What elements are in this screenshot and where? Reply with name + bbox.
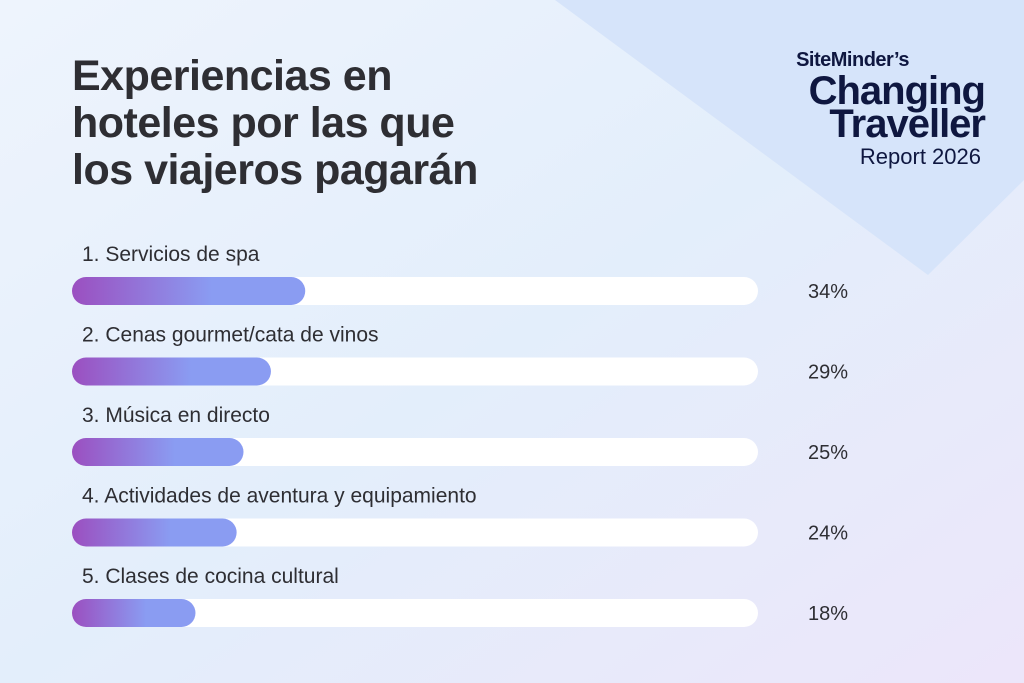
category-label: 5. Clases de cocina cultural	[82, 565, 339, 588]
value-label: 29%	[808, 362, 848, 384]
category-label: 3. Música en directo	[82, 404, 270, 427]
brand-line: SiteMinder’s	[796, 49, 909, 71]
brand-line: Report 2026	[860, 144, 981, 169]
bar-track	[72, 599, 758, 627]
bar	[72, 357, 271, 386]
brand-line: Changing	[809, 69, 985, 113]
brand-line: Traveller	[829, 102, 985, 146]
bar-track	[72, 518, 758, 547]
value-label: 18%	[808, 603, 848, 625]
bar	[72, 438, 244, 466]
category-label: 1. Servicios de spa	[82, 243, 260, 266]
category-label: 4. Actividades de aventura y equipamient…	[82, 485, 477, 508]
chart-title-text: Experiencias en hoteles por las que los vi…	[72, 52, 478, 194]
category-label: 2. Cenas gourmet/cata de vinos	[82, 324, 379, 347]
value-label: 24%	[808, 523, 848, 545]
decor-triangle	[555, 0, 1024, 275]
chart-title: Experiencias en hoteles por las que los vi…	[72, 52, 478, 194]
bar	[72, 599, 196, 627]
value-label: 25%	[808, 442, 848, 464]
bar-track	[72, 438, 758, 466]
value-label: 34%	[808, 281, 848, 303]
bar	[72, 518, 237, 547]
bar	[72, 277, 306, 305]
